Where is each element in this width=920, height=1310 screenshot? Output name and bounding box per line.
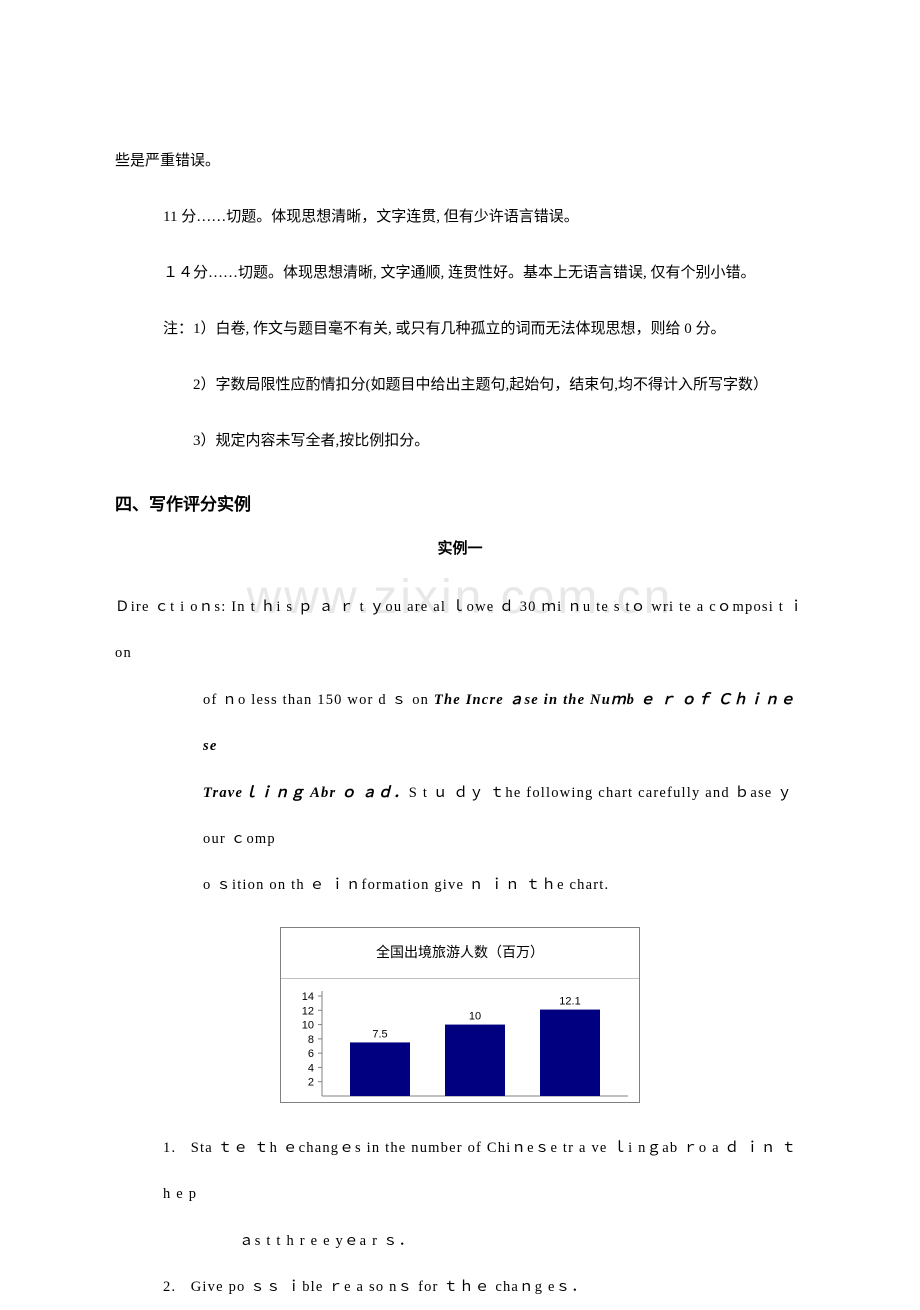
section-4-title: 四、写作评分实例: [115, 490, 805, 515]
svg-text:12: 12: [302, 1005, 314, 1017]
svg-text:10: 10: [469, 1010, 481, 1022]
svg-text:14: 14: [302, 991, 314, 1003]
para-score-14: １４分……切题。体现思想清晰, 文字通顺, 连贯性好。基本上无语言错误, 仅有个…: [115, 252, 805, 294]
essay-title-part2: Traveｌｉｎｇ Abr ｏ ａｄ．: [203, 785, 409, 801]
svg-text:10: 10: [302, 1019, 314, 1031]
svg-text:7.5: 7.5: [372, 1028, 387, 1040]
q1-line1: Sta ｔｅ ｔh ｅchangｅs in the number of Chiｎ…: [163, 1140, 797, 1202]
bar-chart: 全国出境旅游人数（百万） 2 4 6 8 10 12 14 7.5 10 12.1: [280, 927, 640, 1103]
directions-line3: Traveｌｉｎｇ Abr ｏ ａｄ．S t ｕ ｄｙ ｔhe followin…: [115, 770, 805, 863]
chart-svg: 2 4 6 8 10 12 14 7.5 10 12.1: [280, 978, 640, 1103]
directions-line1: Ｄire ｃt i oｎs: In t ｈi s ｐ ａ ｒ t ｙou are…: [115, 584, 805, 677]
svg-text:4: 4: [308, 1062, 314, 1074]
q1-line2: ａs t t h r e e yｅa r ｓ．: [163, 1218, 805, 1264]
para-score-11: 11 分……切题。体现思想清晰，文字连贯, 但有少许语言错误。: [115, 196, 805, 238]
example-1-title: 实例一: [115, 537, 805, 558]
page-content: 些是严重错误。 11 分……切题。体现思想清晰，文字连贯, 但有少许语言错误。 …: [115, 140, 805, 1310]
directions-line2a: of ｎo less than 150 wor d ｓ on: [203, 692, 434, 708]
directions-text: Ｄire ｃt i oｎs: In t ｈi s ｐ ａ ｒ t ｙou are…: [115, 584, 805, 909]
para-note-3: 3）规定内容未写全者,按比例扣分。: [115, 420, 805, 462]
para-note-1: 注：1）白卷, 作文与题目毫不有关, 或只有几种孤立的词而无法体现思想，则给 0…: [115, 308, 805, 350]
svg-text:2: 2: [308, 1076, 314, 1088]
chart-title: 全国出境旅游人数（百万）: [280, 927, 640, 978]
para-serious-errors: 些是严重错误。: [115, 140, 805, 182]
svg-text:8: 8: [308, 1034, 314, 1046]
question-1: 1. Sta ｔｅ ｔh ｅchangｅs in the number of C…: [115, 1125, 805, 1264]
q2-number: 2.: [163, 1279, 176, 1295]
directions-line4: o ｓition on th ｅ ｉｎformation give ｎ ｉｎ ｔ…: [115, 862, 805, 908]
directions-line2: of ｎo less than 150 wor d ｓ on The Incre…: [115, 677, 805, 770]
question-2: 2. Give po ｓｓ ｉble ｒe a so nｓ for ｔｈｅ ch…: [115, 1264, 805, 1310]
q2-line1: Give po ｓｓ ｉble ｒe a so nｓ for ｔｈｅ chaｎg…: [191, 1279, 587, 1295]
q1-number: 1.: [163, 1140, 176, 1156]
svg-text:12.1: 12.1: [559, 995, 580, 1007]
para-note-2: 2）字数局限性应酌情扣分(如题目中给出主题句,起始句，结束句,均不得计入所写字数…: [115, 364, 805, 406]
svg-text:6: 6: [308, 1048, 314, 1060]
